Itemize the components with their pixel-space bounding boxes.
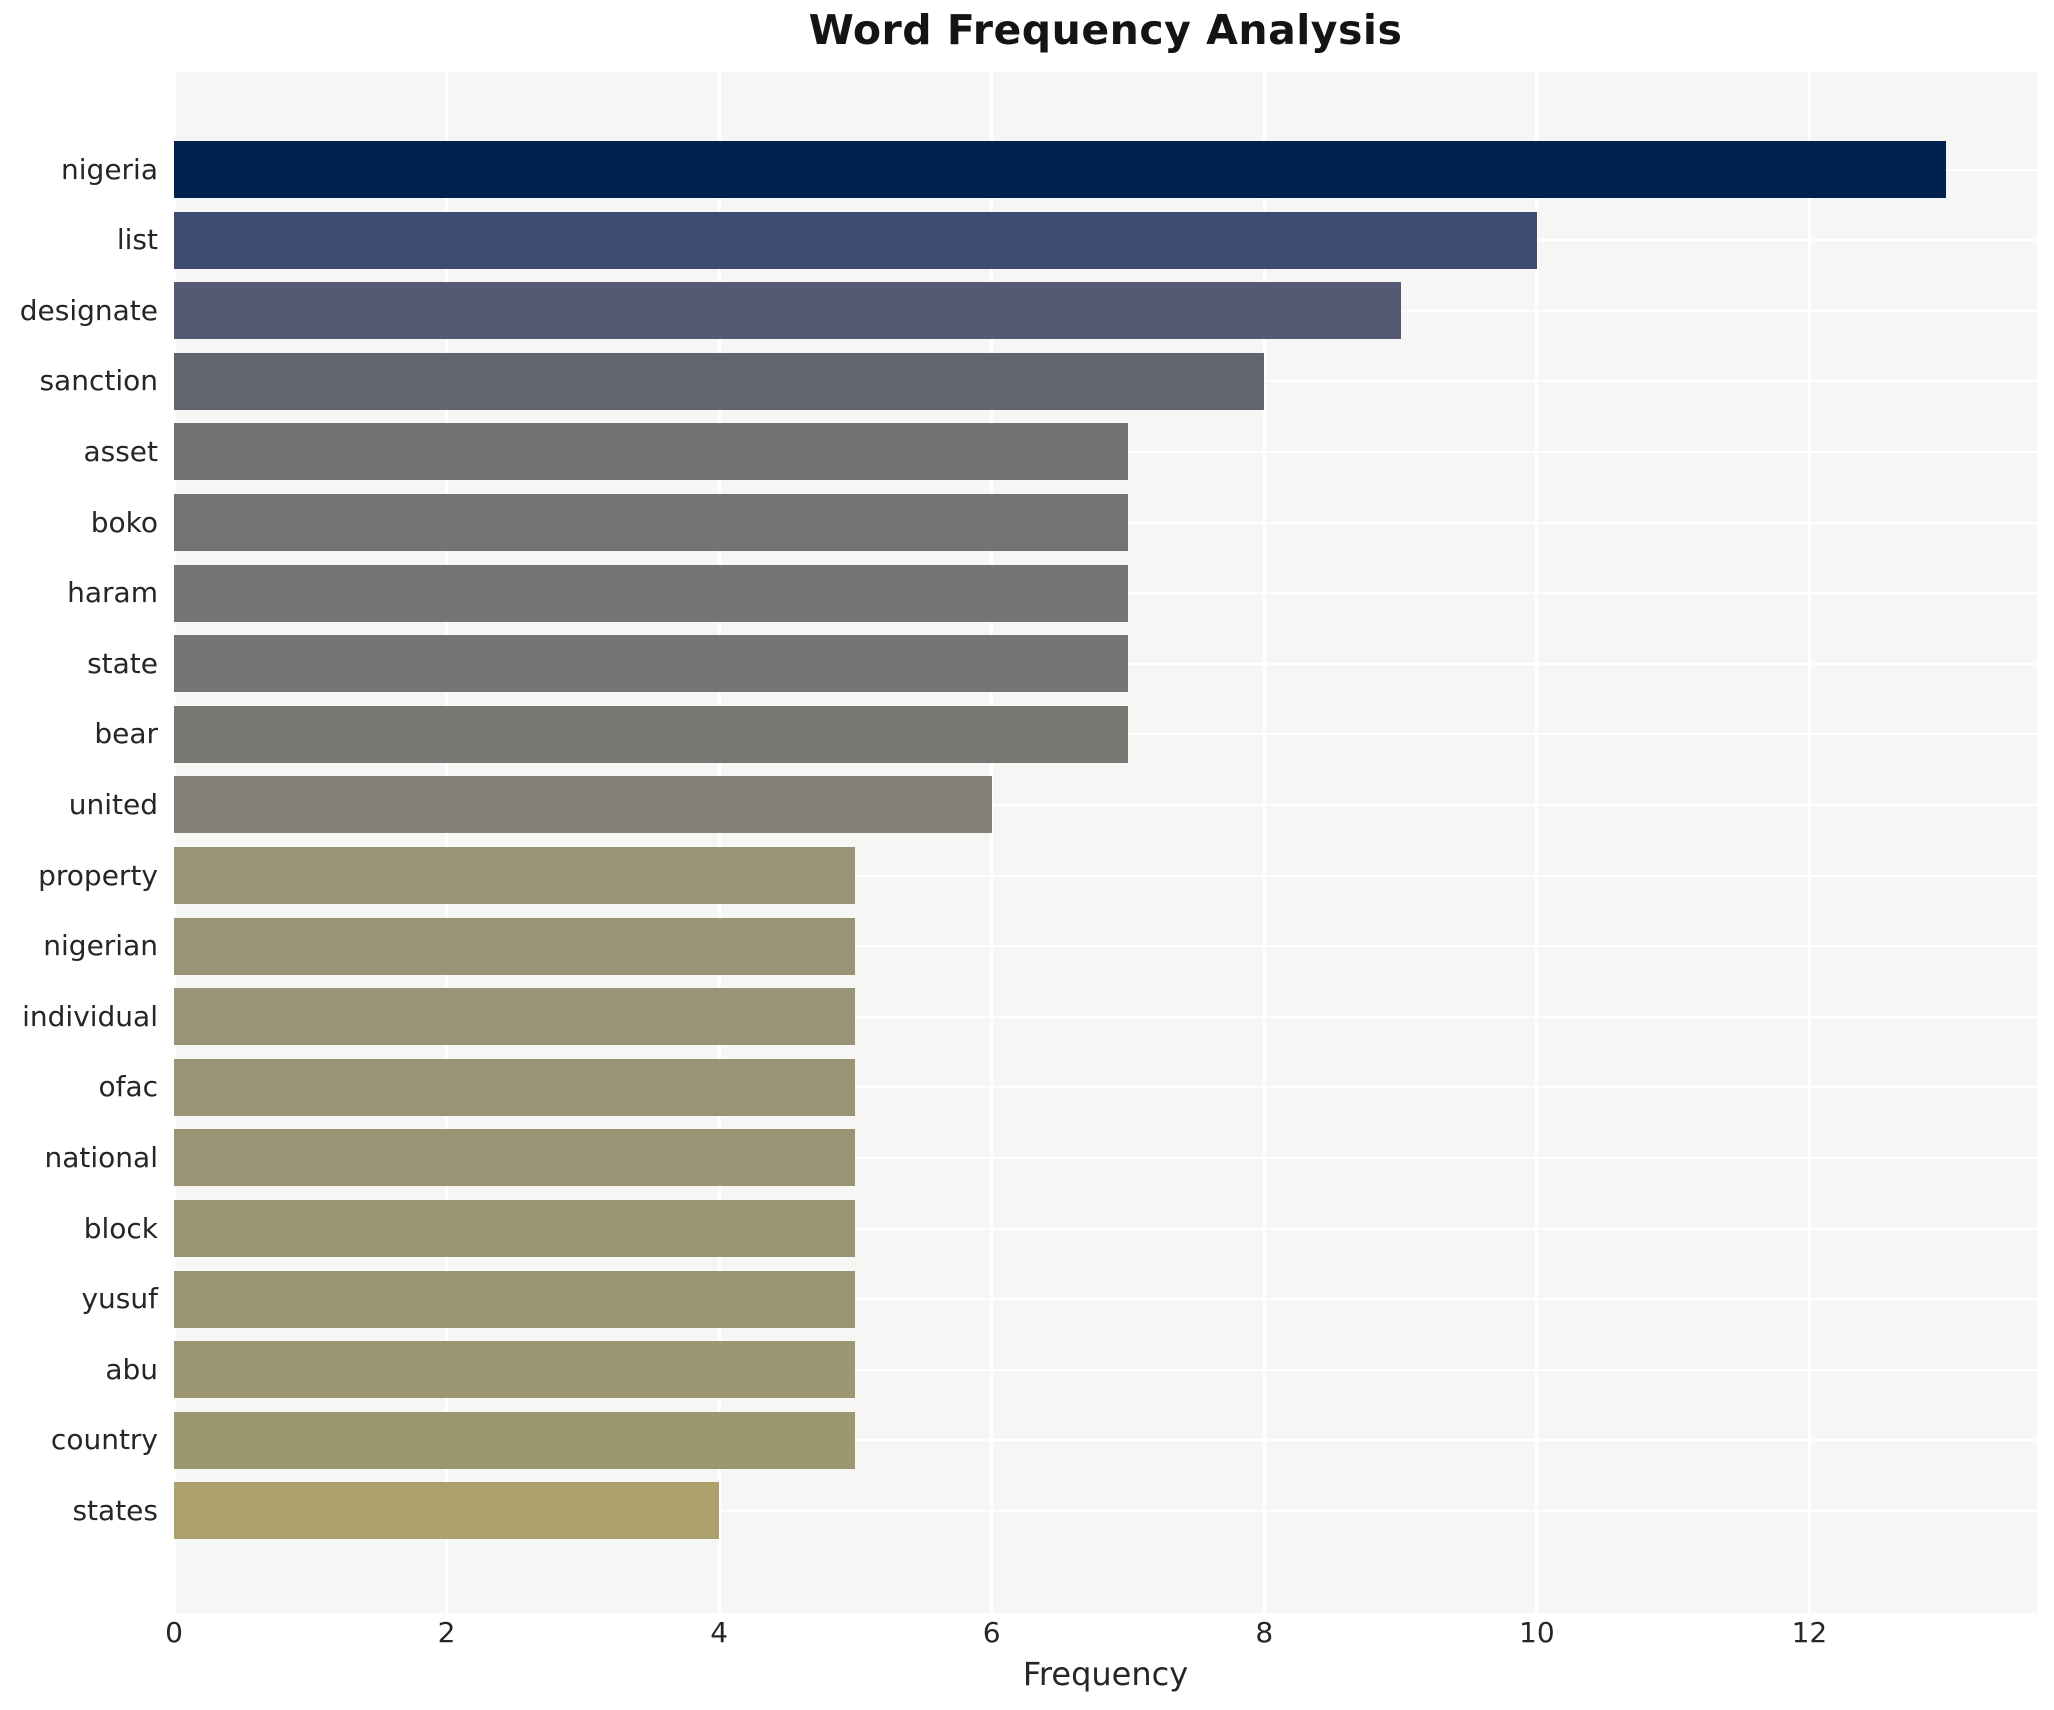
y-gridline [174,1439,2037,1442]
x-tick-label-8: 8 [1255,1616,1274,1649]
x-tick-label-0: 0 [165,1616,183,1649]
x-gridline [1807,72,1811,1613]
y-gridline [174,1227,2037,1230]
y-gridline [174,1298,2037,1301]
y-tick-label-states: states [72,1493,158,1527]
bar-sanction [174,352,1265,410]
bar-states [174,1482,720,1540]
bar-yusuf [174,1270,856,1328]
y-gridline [174,1015,2037,1018]
bar-bear [174,705,1128,763]
x-gridline [445,72,449,1613]
y-tick-label-sanction: sanction [39,364,158,398]
y-gridline [174,1368,2037,1371]
bar-property [174,847,856,904]
x-tick-label-10: 10 [1519,1616,1555,1649]
y-tick-label-designate: designate [19,293,158,327]
y-tick-label-boko: boko [90,505,158,539]
y-gridline [174,803,2037,806]
bar-individual [174,988,856,1046]
y-tick-label-block: block [83,1211,158,1245]
x-gridline [1535,72,1539,1613]
x-tick-label-6: 6 [982,1616,1001,1649]
plot-area [172,72,2037,1613]
bar-boko [174,494,1128,551]
y-tick-label-nigeria: nigeria [61,152,158,186]
y-tick-label-individual: individual [22,999,158,1033]
y-tick-label-country: country [50,1423,158,1457]
y-gridline [174,1156,2037,1159]
y-tick-label-abu: abu [105,1352,158,1386]
bar-block [174,1200,856,1257]
bar-state [174,635,1128,693]
x-axis-title: Frequency [1022,1655,1189,1693]
y-tick-label-bear: bear [94,717,158,751]
chart-title: Word Frequency Analysis [808,6,1403,54]
x-tick-label-12: 12 [1791,1616,1828,1649]
y-gridline [174,1086,2037,1089]
y-gridline [174,874,2037,877]
x-tick-label-4: 4 [710,1616,729,1649]
y-tick-label-united: united [68,787,158,821]
bar-haram [174,564,1128,622]
bar-asset [174,423,1128,481]
y-tick-label-list: list [116,223,158,257]
y-tick-label-asset: asset [83,434,158,468]
y-tick-label-state: state [87,646,158,680]
y-gridline [174,945,2037,948]
bar-nigeria [174,141,1946,198]
bar-united [174,776,992,834]
y-tick-label-haram: haram [67,576,158,610]
bar-designate [174,282,1401,340]
y-gridline [174,1509,2037,1512]
bar-ofac [174,1058,856,1116]
bar-abu [174,1341,856,1399]
bar-country [174,1411,856,1469]
bar-national [174,1129,856,1187]
y-tick-label-property: property [38,858,158,892]
y-tick-label-ofac: ofac [98,1070,158,1104]
x-gridline [990,72,994,1613]
x-gridline [717,72,721,1613]
x-gridline [1262,72,1266,1613]
y-tick-label-nigerian: nigerian [43,929,158,963]
x-gridline [172,72,176,1613]
x-tick-label-2: 2 [437,1616,456,1649]
y-tick-label-yusuf: yusuf [81,1282,158,1316]
bar-nigerian [174,917,856,975]
bar-list [174,211,1537,269]
y-tick-label-national: national [44,1140,158,1174]
